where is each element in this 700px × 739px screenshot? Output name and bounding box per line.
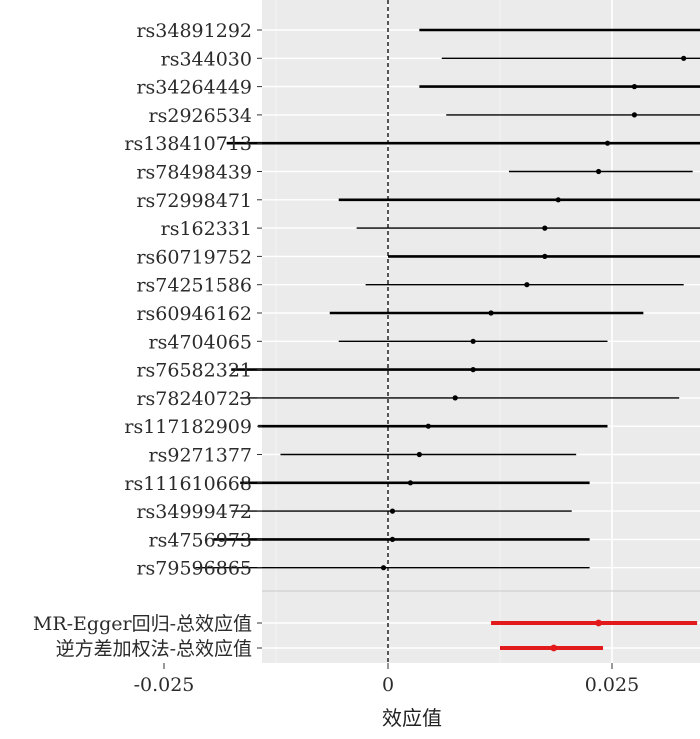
x-tick-label: 0 xyxy=(382,674,394,696)
point-rs34999472 xyxy=(389,508,396,514)
point-rs344030 xyxy=(681,55,687,61)
ylabel-rs4756973: rs4756973 xyxy=(149,529,252,551)
summary-point-1 xyxy=(595,619,602,627)
summary-point-2 xyxy=(550,644,558,652)
ylabel-rs60719752: rs60719752 xyxy=(136,246,252,268)
point-rs60946162 xyxy=(488,310,494,316)
y-axis-labels: rs34891292 rs344030 rs34264449 rs2926534 rs1… xyxy=(33,20,252,660)
summary-label-2: 逆方差加权法-总效应值 xyxy=(56,638,252,660)
point-rs74251586 xyxy=(524,282,530,288)
ylabel-rs74251586: rs74251586 xyxy=(136,275,252,297)
point-rs79596865 xyxy=(380,565,387,571)
ylabel-rs9271377: rs9271377 xyxy=(149,445,252,467)
x-tick-label: 0.025 xyxy=(585,674,639,696)
x-tick-label: -0.025 xyxy=(134,674,195,696)
ylabel-rs117182909: rs117182909 xyxy=(124,416,252,438)
point-rs138410713 xyxy=(604,140,611,146)
ylabel-rs72998471: rs72998471 xyxy=(136,190,252,212)
chart-marks xyxy=(195,28,700,652)
point-rs4756973 xyxy=(389,536,396,543)
plot-panel xyxy=(262,0,700,663)
ylabel-rs78498439: rs78498439 xyxy=(136,162,252,184)
ylabel-rs2926534: rs2926534 xyxy=(149,105,252,127)
ylabel-rs34999472: rs34999472 xyxy=(136,501,252,523)
ylabel-rs76582321: rs76582321 xyxy=(136,360,252,382)
point-rs111610668 xyxy=(407,480,413,486)
point-rs117182909 xyxy=(425,423,431,429)
ylabel-rs138410713: rs138410713 xyxy=(124,133,252,155)
ylabel-rs78240723: rs78240723 xyxy=(136,388,252,410)
ylabel-rs111610668: rs111610668 xyxy=(124,473,252,495)
ylabel-rs79596865: rs79596865 xyxy=(136,558,252,580)
ylabel-rs344030: rs344030 xyxy=(161,48,252,70)
point-rs78240723 xyxy=(452,395,458,401)
x-axis-title: 效应值 xyxy=(382,706,442,730)
point-rs60719752 xyxy=(542,253,548,259)
summary-label-1: MR-Egger回归-总效应值 xyxy=(33,613,252,635)
point-rs162331 xyxy=(542,225,548,231)
ylabel-rs4704065: rs4704065 xyxy=(149,331,252,353)
point-rs72998471 xyxy=(555,197,561,203)
point-rs34264449 xyxy=(631,84,638,90)
point-rs78498439 xyxy=(595,168,602,175)
ylabel-rs34891292: rs34891292 xyxy=(136,20,252,42)
ylabel-rs34264449: rs34264449 xyxy=(136,77,252,99)
ylabel-rs60946162: rs60946162 xyxy=(136,303,252,325)
point-rs9271377 xyxy=(416,451,422,458)
ylabel-rs162331: rs162331 xyxy=(161,218,252,240)
point-rs2926534 xyxy=(631,112,638,118)
point-rs4704065 xyxy=(470,338,476,344)
point-rs76582321 xyxy=(470,367,476,373)
